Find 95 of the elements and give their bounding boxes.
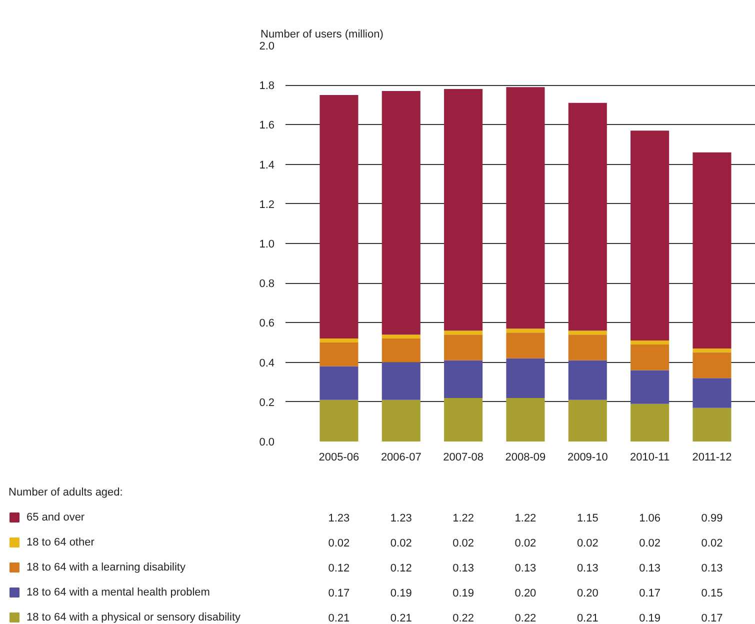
bar	[692, 408, 732, 442]
data-label: 0.21	[390, 612, 412, 624]
data-label: 0.02	[452, 538, 474, 550]
legend-label: 65 and over	[26, 512, 85, 524]
data-label: 1.22	[452, 512, 474, 524]
data-label: 0.13	[514, 562, 536, 574]
bar	[692, 352, 732, 378]
y-tick-label: 0.0	[259, 436, 275, 448]
bar	[320, 400, 358, 442]
data-label: 0.19	[390, 588, 412, 600]
bar	[444, 360, 483, 398]
legend-label: 18 to 64 other	[26, 536, 95, 548]
bar	[320, 338, 358, 342]
legend-label: 18 to 64 with a mental health problem	[26, 586, 210, 598]
data-label: 0.12	[328, 562, 350, 574]
legend-title: Number of adults aged:	[8, 486, 123, 498]
y-tick-label: 1.6	[259, 120, 275, 132]
bar	[692, 152, 732, 348]
bar	[320, 95, 358, 339]
bar	[444, 89, 483, 331]
bar	[568, 400, 607, 442]
data-label: 1.15	[576, 512, 598, 524]
y-tick-label: 0.8	[259, 278, 275, 290]
x-tick-label: 2006-07	[380, 452, 422, 464]
y-tick-label: 1.4	[259, 159, 275, 172]
y-tick-label: 2.0	[259, 40, 275, 52]
data-label: 0.20	[514, 588, 536, 600]
bar	[692, 348, 732, 352]
data-label: 0.17	[639, 588, 661, 600]
bar	[568, 102, 607, 331]
bar	[692, 378, 732, 408]
legend-label: 18 to 64 with a learning disability	[26, 562, 186, 574]
bar	[630, 344, 670, 370]
data-label: 1.22	[514, 512, 536, 524]
bar	[568, 330, 607, 335]
bar	[506, 398, 545, 442]
y-tick-label: 1.8	[259, 80, 275, 92]
data-label: 0.13	[701, 562, 723, 574]
data-label: 0.21	[328, 612, 350, 624]
data-label: 0.02	[576, 538, 598, 550]
data-label: 1.06	[639, 512, 661, 524]
data-label: 0.17	[701, 612, 723, 624]
x-tick-label: 2007-08	[443, 452, 484, 464]
bar	[382, 91, 420, 335]
bar	[630, 340, 670, 344]
bar	[382, 362, 420, 400]
bar	[506, 358, 545, 398]
data-label: 0.19	[452, 588, 474, 600]
bar	[568, 360, 607, 400]
data-label: 0.02	[701, 538, 723, 550]
data-label: 1.23	[328, 512, 350, 524]
data-label: 0.02	[328, 538, 350, 550]
data-label: 0.12	[390, 562, 412, 574]
data-label: 0.20	[576, 588, 598, 600]
bar	[320, 342, 358, 366]
bar	[382, 400, 420, 442]
bar	[444, 334, 483, 360]
data-label: 0.02	[639, 538, 661, 550]
bar	[444, 330, 483, 335]
data-label: 0.13	[576, 562, 598, 574]
bar	[444, 398, 483, 442]
x-tick-label: 2008-09	[505, 452, 546, 464]
x-tick-label: 2009-10	[567, 452, 608, 464]
y-tick-label: 1.2	[259, 198, 275, 211]
data-label: 0.22	[514, 612, 536, 624]
data-label: 0.13	[639, 562, 661, 574]
y-tick-label: 0.6	[259, 318, 275, 330]
data-label: 0.15	[701, 588, 723, 600]
y-tick-label: 0.2	[259, 396, 275, 409]
bar	[568, 334, 607, 360]
bar	[506, 87, 545, 329]
bar	[382, 334, 420, 339]
y-tick-label: 1.0	[259, 238, 275, 250]
data-label: 0.21	[576, 612, 598, 624]
data-label: 0.02	[514, 538, 536, 550]
data-label: 0.99	[701, 512, 723, 524]
bar	[630, 404, 670, 442]
bar	[630, 130, 670, 341]
bar	[320, 366, 358, 400]
data-label: 0.02	[390, 538, 412, 550]
x-tick-label: 2011-12	[692, 452, 732, 464]
y-axis-title: Number of users (million)	[260, 28, 384, 40]
data-label: 0.17	[328, 588, 350, 600]
data-label: 0.22	[452, 612, 474, 624]
bar	[506, 332, 545, 358]
bar	[506, 328, 545, 333]
data-label: 0.19	[639, 612, 661, 624]
x-tick-label: 2010-11	[630, 452, 670, 464]
data-label: 0.13	[452, 562, 474, 574]
bar	[382, 338, 420, 362]
x-tick-label: 2005-06	[318, 452, 360, 464]
bar	[630, 370, 670, 404]
y-tick-label: 0.4	[259, 357, 275, 370]
data-label: 1.23	[390, 512, 412, 524]
legend-label: 18 to 64 with a physical or sensory disability	[26, 612, 241, 624]
